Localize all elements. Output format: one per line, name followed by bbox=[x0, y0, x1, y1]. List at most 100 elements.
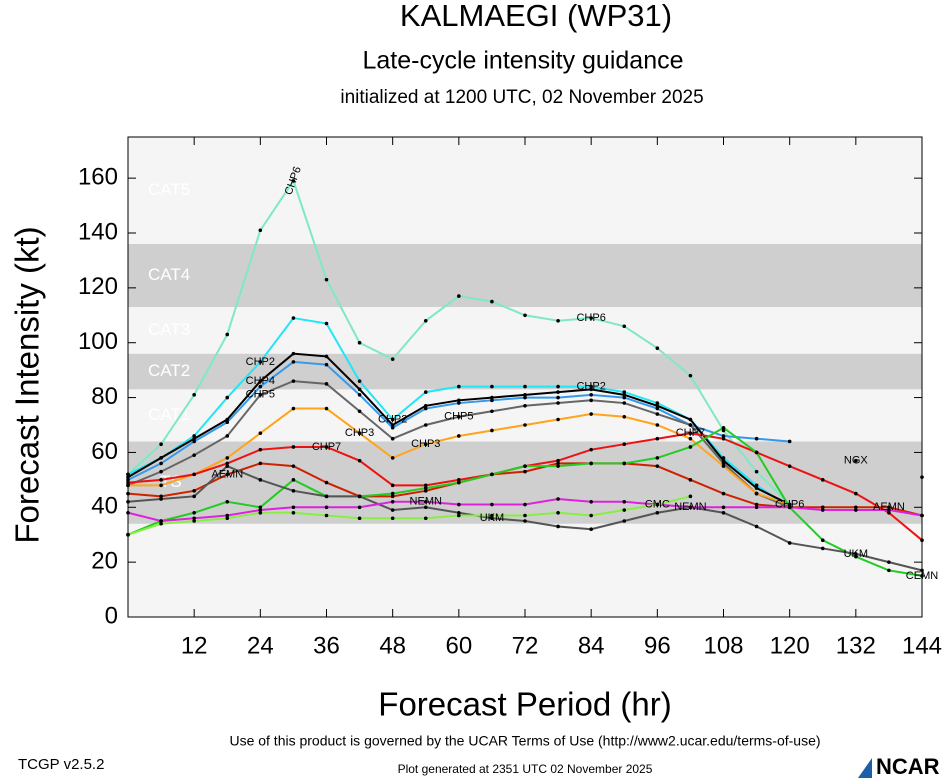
data-point bbox=[556, 497, 560, 501]
data-point bbox=[655, 346, 660, 351]
data-point bbox=[126, 510, 130, 515]
data-point bbox=[258, 447, 263, 452]
data-point bbox=[721, 464, 726, 468]
data-point bbox=[820, 478, 825, 482]
y-tick-label: 120 bbox=[78, 273, 118, 300]
data-point bbox=[324, 362, 329, 367]
data-point bbox=[126, 483, 130, 488]
data-point bbox=[390, 483, 395, 488]
data-point bbox=[390, 417, 395, 422]
y-tick-label: 40 bbox=[91, 493, 118, 520]
y-tick-label: 80 bbox=[91, 383, 118, 410]
data-point bbox=[423, 483, 428, 488]
version: TCGP v2.5.2 bbox=[18, 756, 104, 773]
x-axis-label: Forecast Period (hr) bbox=[378, 686, 671, 723]
data-point bbox=[523, 393, 527, 397]
data-point bbox=[159, 461, 163, 466]
data-point bbox=[225, 417, 230, 422]
data-point bbox=[622, 508, 627, 512]
x-tick-label: 48 bbox=[379, 632, 406, 659]
data-point bbox=[523, 384, 527, 389]
data-point bbox=[159, 478, 163, 482]
data-point bbox=[390, 500, 395, 504]
data-point bbox=[721, 434, 726, 438]
data-point bbox=[589, 513, 593, 518]
y-tick-label: 60 bbox=[91, 438, 118, 465]
data-point bbox=[225, 513, 230, 518]
data-point bbox=[754, 483, 759, 488]
y-tick-label: 20 bbox=[91, 547, 118, 574]
data-point bbox=[556, 384, 560, 389]
data-point bbox=[192, 472, 196, 477]
data-point bbox=[258, 379, 263, 383]
series-label: CHP3 bbox=[345, 427, 374, 439]
data-point bbox=[423, 423, 428, 427]
data-point bbox=[357, 505, 362, 510]
data-point bbox=[291, 316, 296, 320]
y-axis-label: Forecast Intensity (kt) bbox=[9, 226, 46, 543]
x-tick-label: 36 bbox=[313, 632, 340, 659]
logo: NCAR bbox=[876, 754, 940, 779]
data-point bbox=[523, 502, 527, 507]
data-point bbox=[688, 494, 693, 499]
data-point bbox=[556, 417, 560, 422]
data-point bbox=[754, 450, 759, 455]
data-point bbox=[423, 442, 428, 447]
data-point bbox=[920, 574, 924, 578]
data-point bbox=[490, 409, 494, 414]
data-point bbox=[159, 483, 163, 488]
data-point bbox=[291, 505, 296, 510]
data-point bbox=[721, 436, 726, 441]
data-point bbox=[820, 546, 825, 551]
data-point bbox=[159, 521, 163, 526]
data-point bbox=[357, 494, 362, 499]
data-point bbox=[490, 428, 494, 433]
data-point bbox=[754, 436, 759, 441]
series-label: CHP6 bbox=[576, 312, 605, 324]
chart-subtitle: Late-cycle intensity guidance bbox=[362, 47, 683, 75]
data-point bbox=[457, 384, 461, 389]
data-point bbox=[622, 393, 627, 397]
data-point bbox=[324, 354, 329, 359]
data-point bbox=[721, 491, 726, 496]
data-point bbox=[159, 494, 163, 499]
data-point bbox=[258, 393, 263, 397]
data-point bbox=[258, 431, 263, 436]
data-point bbox=[192, 510, 196, 515]
data-point bbox=[291, 351, 296, 356]
data-point bbox=[655, 401, 660, 405]
data-point bbox=[655, 412, 660, 416]
data-point bbox=[854, 508, 858, 512]
data-point bbox=[887, 510, 891, 515]
x-tick-label: 144 bbox=[902, 632, 942, 659]
data-point bbox=[159, 442, 163, 447]
generated: Plot generated at 2351 UTC 02 November 2… bbox=[398, 762, 653, 776]
data-point bbox=[589, 316, 593, 320]
data-point bbox=[457, 294, 461, 298]
data-point bbox=[390, 516, 395, 521]
y-tick-label: 160 bbox=[78, 163, 118, 190]
data-point bbox=[390, 508, 395, 512]
data-point bbox=[291, 360, 296, 364]
data-point bbox=[258, 478, 263, 482]
data-point bbox=[787, 439, 792, 444]
data-point bbox=[688, 417, 693, 422]
data-point bbox=[258, 360, 263, 364]
data-point bbox=[622, 519, 627, 523]
data-point bbox=[589, 447, 593, 452]
data-point bbox=[258, 228, 263, 233]
data-point bbox=[225, 456, 230, 460]
data-point bbox=[754, 524, 759, 529]
data-point bbox=[324, 382, 329, 386]
data-point bbox=[556, 395, 560, 400]
x-tick-label: 96 bbox=[644, 632, 671, 659]
data-point bbox=[390, 494, 395, 499]
data-point bbox=[159, 469, 163, 474]
data-point bbox=[225, 500, 230, 504]
series-label: AEMN bbox=[211, 468, 243, 480]
data-point bbox=[126, 475, 130, 479]
x-tick-label: 84 bbox=[578, 632, 605, 659]
data-point bbox=[787, 505, 792, 510]
category-band bbox=[128, 353, 922, 390]
data-point bbox=[622, 390, 627, 394]
